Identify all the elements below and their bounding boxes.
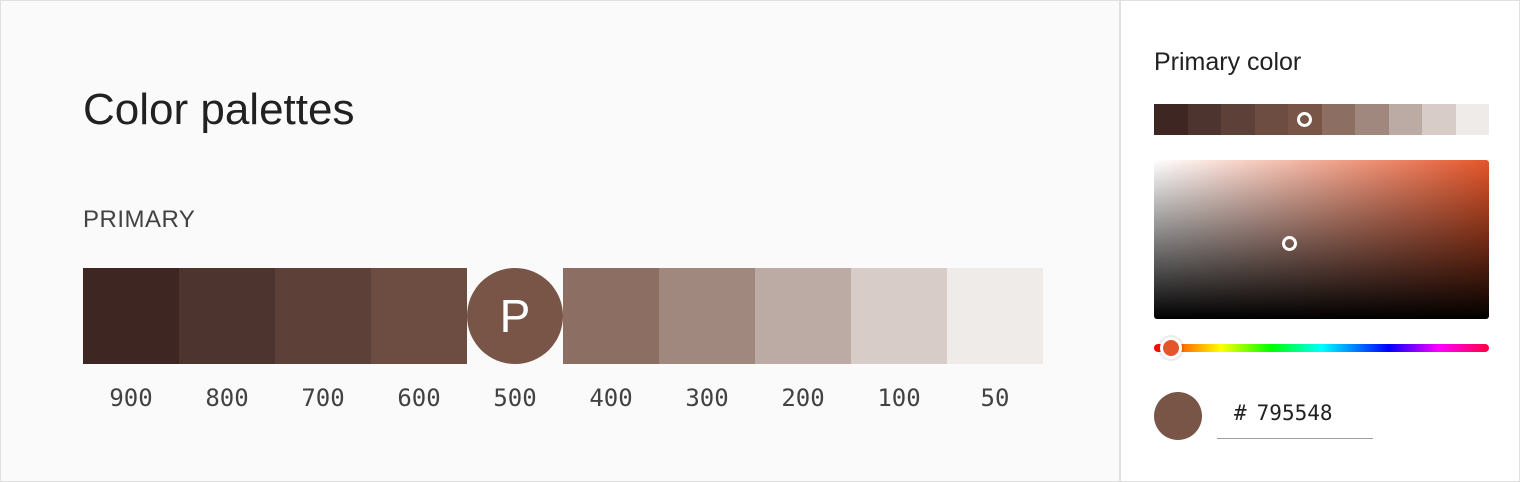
swatch-500-primary[interactable]: P: [467, 268, 563, 364]
shade-label-400: 400: [589, 384, 633, 412]
hex-prefix: #: [1234, 401, 1247, 425]
shade-label-500: 500: [493, 384, 537, 412]
hue-slider-track[interactable]: [1154, 344, 1489, 352]
shade-label-300: 300: [685, 384, 729, 412]
shade-label-50: 50: [980, 384, 1010, 412]
swatch-row: P: [83, 268, 1043, 364]
page-title: Color palettes: [83, 85, 355, 134]
hue-slider-thumb[interactable]: [1160, 337, 1182, 359]
mini-swatch-50[interactable]: [1455, 104, 1489, 135]
shade-label-900: 900: [109, 384, 153, 412]
swatch-600[interactable]: [371, 268, 467, 364]
swatch-300[interactable]: [659, 268, 755, 364]
shade-label-100: 100: [877, 384, 921, 412]
mini-swatch-800[interactable]: [1187, 104, 1221, 135]
hex-input[interactable]: [1256, 401, 1367, 425]
mini-swatch-300[interactable]: [1355, 104, 1389, 135]
swatch-400[interactable]: [563, 268, 659, 364]
mini-swatch-200[interactable]: [1388, 104, 1422, 135]
saturation-value-area[interactable]: [1154, 160, 1489, 319]
swatch-700[interactable]: [275, 268, 371, 364]
saturation-value-marker[interactable]: [1282, 236, 1297, 251]
mini-palette-strip[interactable]: [1154, 104, 1489, 135]
mini-swatch-900[interactable]: [1154, 104, 1188, 135]
mini-swatch-700[interactable]: [1221, 104, 1255, 135]
hex-field[interactable]: #: [1217, 401, 1373, 439]
primary-swatch-circle[interactable]: P: [467, 268, 563, 364]
picker-title: Primary color: [1154, 48, 1302, 76]
shade-label-800: 800: [205, 384, 249, 412]
swatch-100[interactable]: [851, 268, 947, 364]
mini-swatch-100[interactable]: [1422, 104, 1456, 135]
mini-swatch-600[interactable]: [1254, 104, 1288, 135]
swatch-50[interactable]: [947, 268, 1043, 364]
section-label: PRIMARY: [83, 206, 196, 233]
swatch-900[interactable]: [83, 268, 179, 364]
shade-label-200: 200: [781, 384, 825, 412]
swatch-800[interactable]: [179, 268, 275, 364]
shade-label-700: 700: [301, 384, 345, 412]
swatch-200[interactable]: [755, 268, 851, 364]
shade-labels: 900 800 700 600 500 400 300 200 100 50: [83, 384, 1043, 412]
primary-letter: P: [499, 290, 531, 342]
color-preview-swatch: [1154, 392, 1202, 440]
mini-strip-selection-marker[interactable]: [1297, 112, 1312, 127]
mini-swatch-400[interactable]: [1321, 104, 1355, 135]
color-picker-panel: Primary color #: [1119, 0, 1520, 482]
shade-label-600: 600: [397, 384, 441, 412]
palette-panel: Color palettes PRIMARY P 900 800 700 600…: [0, 0, 1119, 482]
